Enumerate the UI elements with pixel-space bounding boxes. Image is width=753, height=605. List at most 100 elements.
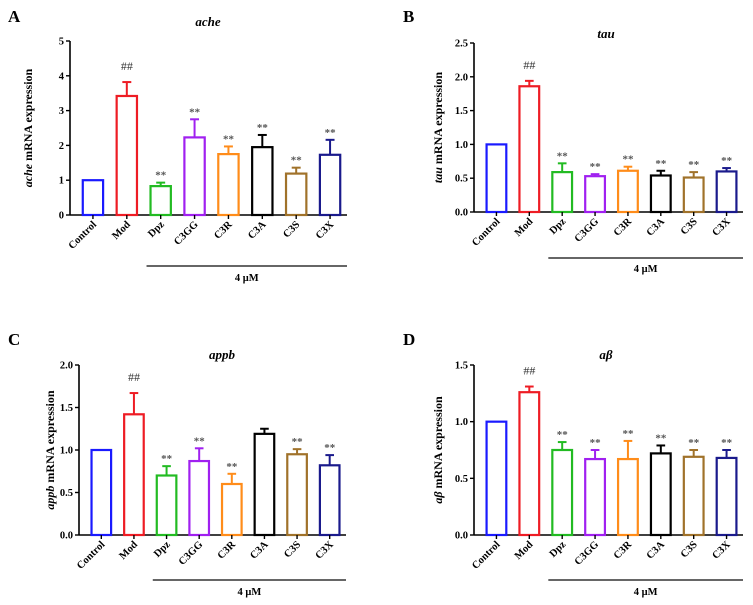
chart-title-b: tau [597,26,614,41]
bar-c3gg [584,457,607,537]
category-label-mod: Mod [513,216,536,239]
bar-c3gg [188,459,211,537]
chart-title-a: ache [195,14,221,29]
y-tick-label-b: 0.0 [455,208,468,219]
group-label-d: 4 μM [634,587,658,598]
bar-mod [115,94,139,217]
bar-c3a [649,174,672,214]
significance-stars: ** [325,127,337,139]
bar-c3r [616,169,639,214]
significance-stars: ** [688,437,700,449]
panel-letter-a: A [8,7,21,26]
significance-hash: ## [128,370,140,384]
panel-d: D aβ 0.0 0.5 1.0 1.5 aβ mRNA expression Contr… [403,330,743,598]
bar-c3s [682,455,705,537]
category-label-c3s: C3S [679,539,700,560]
category-label-c3gg: C3GG [172,219,200,247]
category-label-control: Control [470,539,502,571]
panel-c: C appb 0.0 0.5 1.0 1.5 2.0 appb mRNA expressi… [8,330,346,598]
chart-title-d: aβ [599,347,613,362]
y-axis-label-text: mRNA expression [21,68,35,163]
category-label-dpz: Dpz [548,216,569,237]
group-label-c: 4 μM [238,587,262,598]
y-axis-label-text: mRNA expression [431,396,445,491]
significance-stars: ** [622,428,634,440]
significance-stars: ** [655,432,667,444]
y-tick-label-b: 1.0 [455,140,468,151]
panel-letter-d: D [403,330,415,349]
significance-hash: ## [121,59,133,73]
bar-c3gg [584,175,607,214]
y-tick-label-c: 1.0 [60,446,73,457]
category-label-dpz: Dpz [548,539,569,560]
bar-mod [123,413,145,537]
bar-c3r [616,457,639,537]
significance-hash: ## [523,364,535,378]
bar-dpz [149,185,172,217]
significance-stars: ** [721,155,733,167]
category-label-mod: Mod [513,539,536,562]
y-tick-label-a: 0 [59,211,64,222]
y-tick-label-d: 0.0 [455,531,468,542]
panel-b: B tau 0.0 0.5 1.0 1.5 2.0 2.5 tau mRNA express… [403,7,743,275]
category-label-mod: Mod [110,219,133,242]
bar-mod [518,391,541,537]
y-tick-label-b: 2.0 [455,72,468,83]
category-label-c3gg: C3GG [177,539,205,567]
category-label-c3a: C3A [248,539,271,562]
plot-area-d: 0.0 0.5 1.0 1.5 aβ mRNA expression Control ## M… [431,361,743,598]
bar-control [90,448,113,537]
y-tick-label-a: 5 [59,37,64,48]
significance-hash: ## [523,58,535,72]
bar-control [81,179,105,217]
category-label-dpz: Dpz [146,219,167,240]
significance-stars: ** [721,437,733,449]
y-axis-label-text: mRNA expression [43,390,57,485]
bar-control [485,420,508,537]
bar-mod [518,85,541,214]
category-label-c3r: C3R [212,219,235,242]
category-label-c3s: C3S [679,216,700,237]
category-label-c3r: C3R [612,216,635,239]
chart-title-c: appb [209,347,236,362]
significance-stars: ** [590,161,602,173]
significance-stars: ** [292,436,304,448]
category-label-mod: Mod [117,539,140,562]
significance-stars: ** [155,170,167,182]
category-label-c3x: C3X [314,539,337,562]
bar-c3gg [183,136,206,217]
significance-stars: ** [223,133,235,145]
y-tick-label-d: 1.5 [455,361,468,372]
y-tick-label-d: 0.5 [455,474,468,485]
category-label-c3a: C3A [645,539,668,562]
category-label-c3x: C3X [710,539,733,562]
significance-stars: ** [688,159,700,171]
category-label-c3x: C3X [314,219,337,242]
y-tick-label-c: 2.0 [60,361,73,372]
group-label-a: 4 μM [235,273,259,284]
category-label-control: Control [75,539,107,571]
category-label-dpz: Dpz [152,539,173,560]
plot-area-c: 0.0 0.5 1.0 1.5 2.0 appb mRNA expression Contr… [43,361,346,598]
bar-c3s [284,172,308,217]
y-tick-label-a: 2 [59,141,64,152]
category-label-c3gg: C3GG [573,539,601,567]
y-axis-label-a: ache mRNA expression [21,68,35,187]
category-label-c3r: C3R [216,539,239,562]
bar-dpz [551,171,574,214]
y-axis-label-gene: appb [43,486,57,510]
significance-stars: ** [161,453,173,465]
y-axis-label-gene: ache [21,163,35,187]
y-tick-label-c: 0.5 [60,488,73,499]
y-tick-label-a: 4 [59,71,65,82]
significance-stars: ** [291,155,303,167]
y-tick-label-c: 1.5 [60,403,73,414]
bar-c3s [286,453,308,537]
panel-letter-c: C [8,330,20,349]
plot-area-a: 0 1 2 3 4 5 ache mRNA expression Control ## Mod **… [21,37,347,284]
group-label-b: 4 μM [634,264,658,275]
y-tick-label-b: 0.5 [455,174,468,185]
bar-c3r [217,153,240,217]
panel-letter-b: B [403,7,414,26]
